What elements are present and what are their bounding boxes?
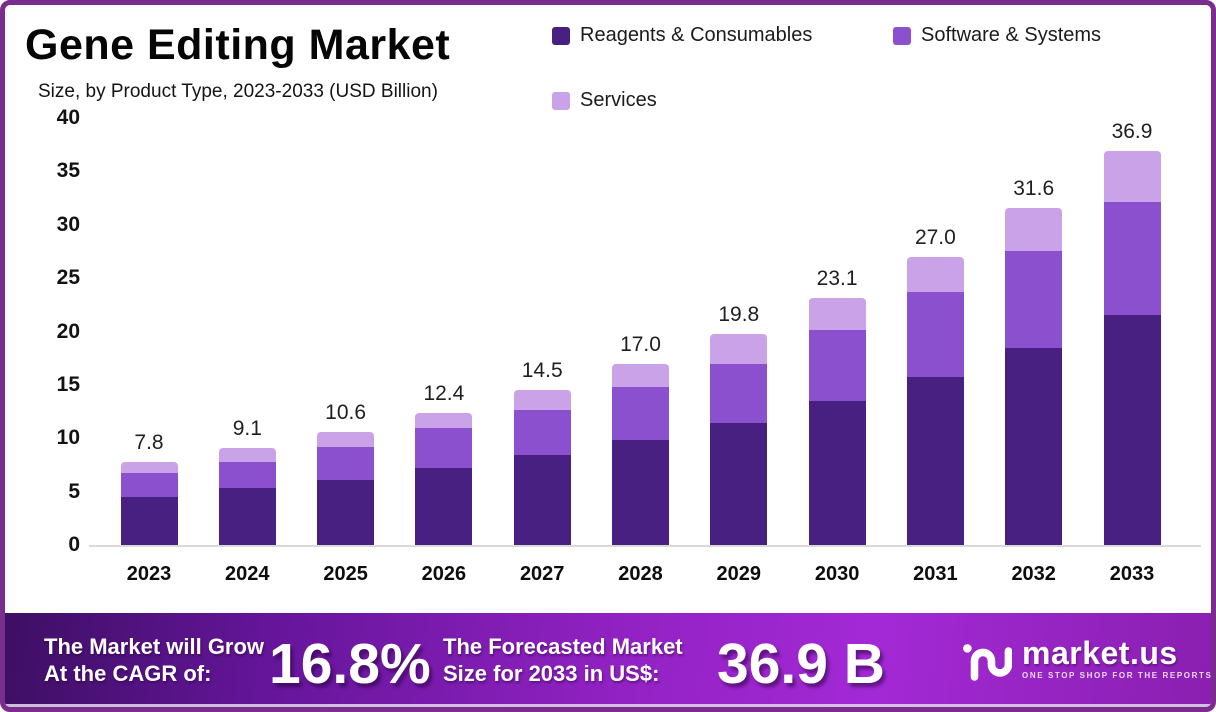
brand-tagline: ONE STOP SHOP FOR THE REPORTS (1022, 671, 1213, 680)
bar-total-label: 19.8 (718, 302, 760, 326)
x-axis-category-label: 2024 (225, 563, 270, 585)
bar-segment-software-systems (415, 427, 473, 469)
bar-segment-reagents-consumables (906, 377, 964, 545)
y-axis-tick-label: 25 (56, 266, 80, 290)
forecast-label: The Forecasted Market Size for 2033 in U… (443, 633, 683, 687)
x-axis-category-label: 2033 (1109, 563, 1155, 585)
bar-segment-reagents-consumables (317, 479, 375, 545)
y-axis-tick-label: 30 (56, 212, 80, 236)
bar-segment-reagents-consumables (513, 455, 571, 545)
bar-segment-services (218, 447, 276, 462)
bar-segment-software-systems (513, 410, 571, 456)
bar-total-label: 36.9 (1111, 120, 1153, 144)
legend-swatch-software-icon (893, 26, 911, 45)
forecast-value: 36.9 B (717, 632, 885, 696)
bar-segment-services (317, 431, 375, 447)
bar-total-label: 14.5 (521, 359, 563, 383)
bar-segment-services (1005, 207, 1063, 252)
bar-total-label: 7.8 (134, 430, 164, 454)
y-axis-tick-label: 5 (68, 479, 80, 503)
bar-total-label: 17.0 (620, 332, 661, 356)
cagr-label: The Market will Grow At the CAGR of: (44, 633, 264, 687)
legend-label-services: Services (580, 89, 657, 111)
marketus-logo-icon (963, 644, 1012, 681)
bar-segment-software-systems (808, 330, 866, 401)
bar-segment-services (120, 461, 178, 474)
bar-segment-reagents-consumables (1103, 315, 1161, 545)
x-axis-category-label: 2029 (716, 563, 762, 585)
legend-swatch-reagents-icon (552, 26, 570, 45)
y-axis-tick-label: 40 (56, 106, 80, 129)
cagr-label-line1: The Market will Grow (44, 634, 265, 659)
brand-name: market.us (1022, 635, 1178, 671)
y-axis-tick-label: 20 (56, 319, 80, 343)
y-axis-tick-label: 10 (56, 426, 80, 450)
cagr-value: 16.8% (269, 632, 431, 696)
legend-item-software: Software & Systems (893, 24, 1101, 47)
bar-segment-software-systems (1103, 202, 1161, 316)
y-axis-tick-label: 0 (68, 533, 80, 556)
cagr-label-line2: At the CAGR of: (44, 661, 212, 686)
bar-segment-reagents-consumables (415, 468, 473, 545)
bar-total-label: 31.6 (1013, 176, 1055, 200)
forecast-label-line2: Size for 2033 in US$: (443, 661, 660, 686)
x-axis-category-label: 2025 (323, 563, 368, 585)
x-axis-line (89, 545, 1201, 547)
bar-segment-services (808, 298, 866, 331)
bar-segment-services (612, 363, 669, 387)
bar-total-label: 10.6 (325, 400, 367, 424)
forecast-label-line1: The Forecasted Market (443, 634, 683, 659)
bar-segment-software-systems (906, 292, 964, 378)
bar-segment-services (513, 390, 571, 411)
bar-total-label: 9.1 (232, 416, 262, 440)
legend-swatch-services-icon (552, 91, 570, 110)
y-axis-tick-label: 35 (56, 159, 80, 183)
x-axis-category-label: 2031 (913, 563, 958, 585)
page-title: Gene Editing Market (25, 21, 451, 69)
footer-banner: The Market will Grow At the CAGR of: 16.… (5, 613, 1211, 707)
x-axis-category-label: 2030 (814, 563, 860, 585)
bar-segment-services (415, 412, 473, 428)
bar-segment-software-systems (317, 446, 375, 480)
x-axis-category-label: 2032 (1011, 563, 1056, 585)
bar-segment-software-systems (218, 461, 276, 489)
x-axis-category-label: 2026 (421, 563, 467, 585)
bar-segment-services (1103, 151, 1161, 203)
bar-segment-reagents-consumables (218, 488, 276, 545)
legend-label-software: Software & Systems (921, 24, 1102, 46)
bar-segment-services (710, 333, 768, 364)
brand-block: market.us ONE STOP SHOP FOR THE REPORTS (962, 635, 1213, 683)
bar-total-label: 27.0 (914, 225, 956, 249)
y-axis-tick-label: 15 (56, 372, 80, 396)
bar-segment-reagents-consumables (1005, 347, 1063, 545)
bar-segment-reagents-consumables (612, 440, 669, 545)
legend-item-reagents: Reagents & Consumables (552, 24, 812, 47)
x-axis-category-label: 2027 (519, 563, 565, 585)
legend-item-services: Services (552, 89, 657, 112)
bar-segment-services (906, 256, 964, 292)
bar-segment-reagents-consumables (710, 423, 768, 545)
bar-segment-software-systems (120, 473, 178, 497)
bar-total-label: 12.4 (423, 381, 465, 405)
chart-subtitle: Size, by Product Type, 2023-2033 (USD Bi… (38, 81, 438, 102)
bar-segment-reagents-consumables (808, 400, 866, 545)
brand-text: market.us ONE STOP SHOP FOR THE REPORTS (1022, 635, 1213, 680)
legend-label-reagents: Reagents & Consumables (580, 24, 813, 46)
x-axis-category-label: 2028 (618, 563, 663, 585)
bar-segment-software-systems (1005, 251, 1063, 348)
bar-segment-software-systems (612, 387, 669, 441)
x-axis-category-label: 2023 (126, 563, 172, 585)
bar-segment-software-systems (710, 363, 768, 424)
bar-total-label: 23.1 (816, 267, 858, 291)
bar-segment-reagents-consumables (120, 496, 178, 545)
